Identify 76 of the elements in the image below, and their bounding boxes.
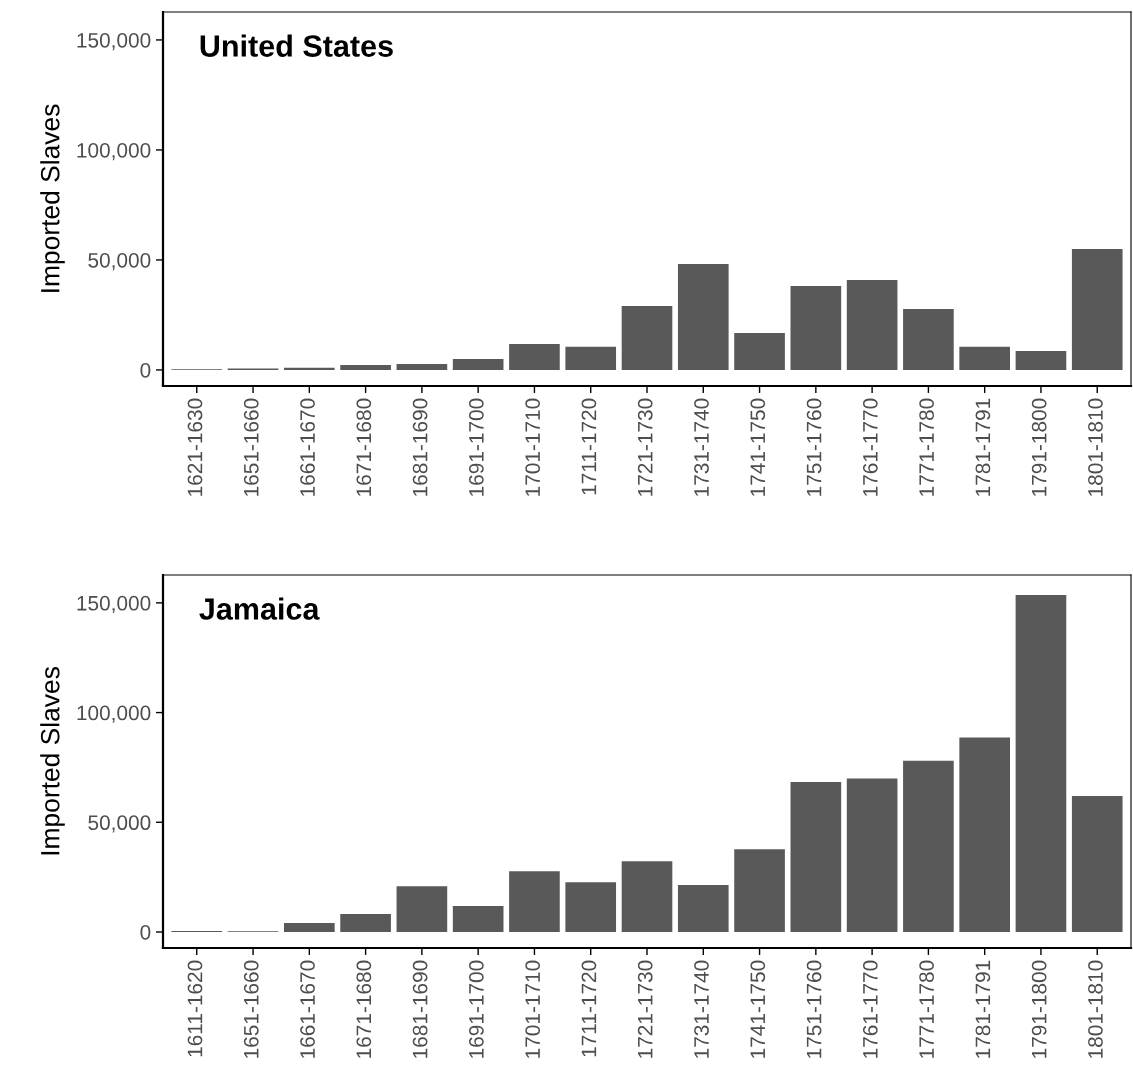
x-tick-label: 1671-1680 [356,960,372,1058]
x-tick-label: 1661-1670 [300,960,315,1058]
bar [677,885,729,932]
bar [509,343,560,370]
bar [452,906,504,932]
y-tick-label: 100,000 [77,142,151,161]
x-tick-label: 1711-1720 [581,960,597,1057]
x-tick-label: 1691-1700 [469,398,484,496]
bar [734,849,785,932]
bar [1071,248,1123,370]
y-axis-title: Imported Slaves [40,104,65,292]
y-tick-label: 0 [140,362,151,378]
y-tick-label: 0 [140,924,151,940]
x-tick-label: 1611-1620 [187,960,203,1057]
bar [396,886,448,932]
bar [452,358,504,370]
x-tick-label: 1781-1791 [975,960,991,1058]
x-tick-label: 1771-1780 [919,960,934,1058]
x-tick-label: 1701-1710 [525,960,541,1058]
x-tick-label: 1791-1800 [1031,398,1047,496]
bar [1071,795,1123,932]
x-tick-label: 1681-1690 [412,398,428,496]
x-tick-label: 1791-1800 [1031,960,1047,1058]
y-tick-label: 50,000 [88,252,151,271]
bar [621,861,673,932]
x-tick-label: 1681-1690 [412,960,428,1058]
bar [565,346,617,370]
y-tick-label: 50,000 [88,815,151,833]
y-tick-label: 100,000 [77,705,151,723]
x-tick-label: 1721-1730 [637,960,653,1058]
x-tick-label: 1731-1740 [694,398,709,496]
x-tick-label: 1801-1810 [1088,398,1103,496]
x-tick-label: 1661-1670 [300,398,315,496]
x-tick-label: 1761-1770 [862,398,878,496]
bar [1015,594,1067,932]
x-tick-label: 1651-1660 [243,960,259,1058]
bar [903,309,954,370]
x-tick-label: 1771-1780 [919,398,934,496]
bar [340,913,391,932]
x-tick-label: 1751-1760 [806,960,822,1058]
x-tick-label: 1761-1770 [862,960,878,1058]
x-tick-label: 1741-1750 [750,960,766,1058]
x-tick-label: 1781-1791 [975,398,991,496]
bar [509,871,560,932]
bar [959,737,1010,932]
bar [846,778,898,932]
x-tick-label: 1721-1730 [637,398,653,496]
bar [565,882,617,932]
bar [790,782,842,932]
x-tick-label: 1621-1630 [187,398,203,496]
x-tick-label: 1711-1720 [581,398,597,495]
bar [1015,351,1067,370]
x-tick-label: 1691-1700 [469,960,484,1058]
bar [621,305,673,370]
x-tick-label: 1671-1680 [356,398,372,496]
x-tick-label: 1651-1660 [243,398,259,496]
bar [677,263,729,370]
bar [734,332,785,370]
x-tick-label: 1731-1740 [694,960,709,1058]
x-tick-label: 1701-1710 [525,398,541,496]
text: Jamaica [199,597,320,620]
text: United States [200,34,393,57]
x-tick-label: 1801-1810 [1088,960,1103,1058]
bar [396,364,448,370]
x-tick-label: 1751-1760 [806,398,822,496]
bar [903,760,954,932]
bar [846,279,898,370]
bar [790,285,842,370]
bar [959,346,1010,370]
bar [284,922,335,932]
y-tick-label: 150,000 [77,32,151,51]
bar [284,367,335,370]
bar [340,364,391,370]
y-axis-title: Imported Slaves [40,667,65,855]
x-tick-label: 1741-1750 [750,398,766,496]
y-tick-label: 150,000 [77,595,151,614]
